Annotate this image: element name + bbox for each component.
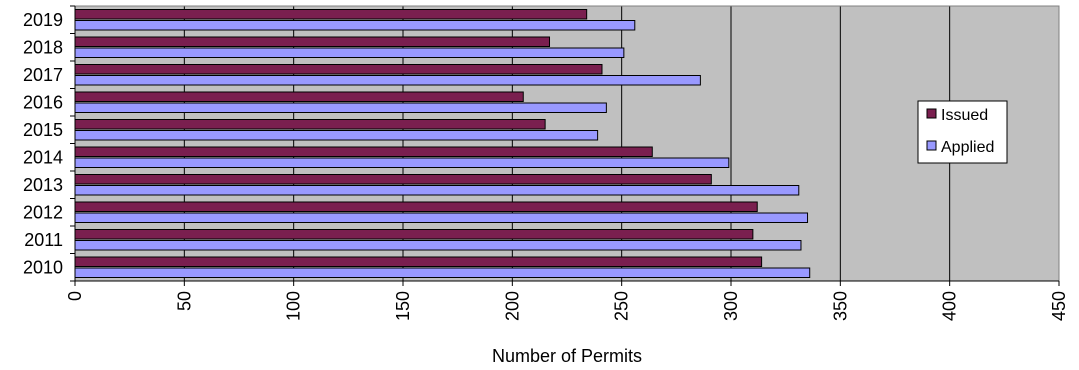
x-tick-label-250: 250 — [612, 291, 632, 321]
x-tick-label-200: 200 — [502, 291, 522, 321]
x-tick-label-450: 450 — [1049, 291, 1069, 321]
plot-border — [70, 5, 1060, 286]
legend-label-applied: Applied — [941, 139, 994, 156]
y-tick-label-2010: 2010 — [23, 257, 63, 277]
y-tick-label-2012: 2012 — [23, 202, 63, 222]
x-tick-label-350: 350 — [830, 291, 850, 321]
bar-issued-2019 — [74, 9, 588, 20]
bar-applied-2014 — [74, 157, 730, 168]
bar-issued-2014 — [74, 146, 653, 157]
bars — [74, 9, 811, 278]
bar-applied-2012 — [74, 212, 809, 223]
bar-issued-2013 — [74, 174, 712, 185]
bar-issued-2015 — [74, 119, 546, 130]
bar-issued-2011 — [74, 229, 754, 240]
y-tick-label-2013: 2013 — [23, 175, 63, 195]
y-axis-tick-labels: 2019 2018 2017 2016 2015 2014 2013 2012 2011 2010 — [23, 10, 63, 278]
bar-issued-2010 — [74, 256, 763, 267]
legend-swatch-applied — [926, 140, 937, 151]
legend-label-issued: Issued — [941, 107, 988, 124]
x-axis-title: Number of Permits — [492, 346, 642, 366]
y-tick-label-2016: 2016 — [23, 92, 63, 112]
y-tick-label-2019: 2019 — [23, 10, 63, 30]
bar-applied-2013 — [74, 185, 800, 196]
bar-applied-2015 — [74, 130, 599, 141]
y-tick-label-2015: 2015 — [23, 120, 63, 140]
x-tick-label-0: 0 — [65, 291, 85, 301]
bar-applied-2016 — [74, 102, 607, 113]
legend: Issued Applied — [917, 100, 1008, 164]
bar-issued-2016 — [74, 91, 524, 102]
bar-applied-2017 — [74, 75, 701, 86]
x-tick-label-50: 50 — [174, 291, 194, 311]
y-tick-label-2014: 2014 — [23, 147, 63, 167]
x-tick-label-300: 300 — [721, 291, 741, 321]
legend-swatch-issued — [926, 108, 937, 119]
bar-applied-2018 — [74, 47, 625, 58]
plot-area — [75, 6, 1059, 281]
bar-applied-2010 — [74, 267, 811, 278]
bar-issued-2012 — [74, 201, 758, 212]
bar-applied-2011 — [74, 240, 802, 251]
x-axis-tick-labels: 0 50 100 150 200 250 300 350 400 450 — [65, 291, 1069, 321]
y-tick-label-2011: 2011 — [24, 230, 63, 250]
y-tick-label-2017: 2017 — [23, 65, 63, 85]
y-tick-label-2018: 2018 — [23, 37, 63, 57]
bar-applied-2019 — [74, 20, 636, 31]
bar-issued-2018 — [74, 36, 551, 47]
x-tick-label-400: 400 — [940, 291, 960, 321]
x-tick-label-100: 100 — [284, 291, 304, 321]
bar-issued-2017 — [74, 64, 603, 75]
x-tick-label-150: 150 — [393, 291, 413, 321]
